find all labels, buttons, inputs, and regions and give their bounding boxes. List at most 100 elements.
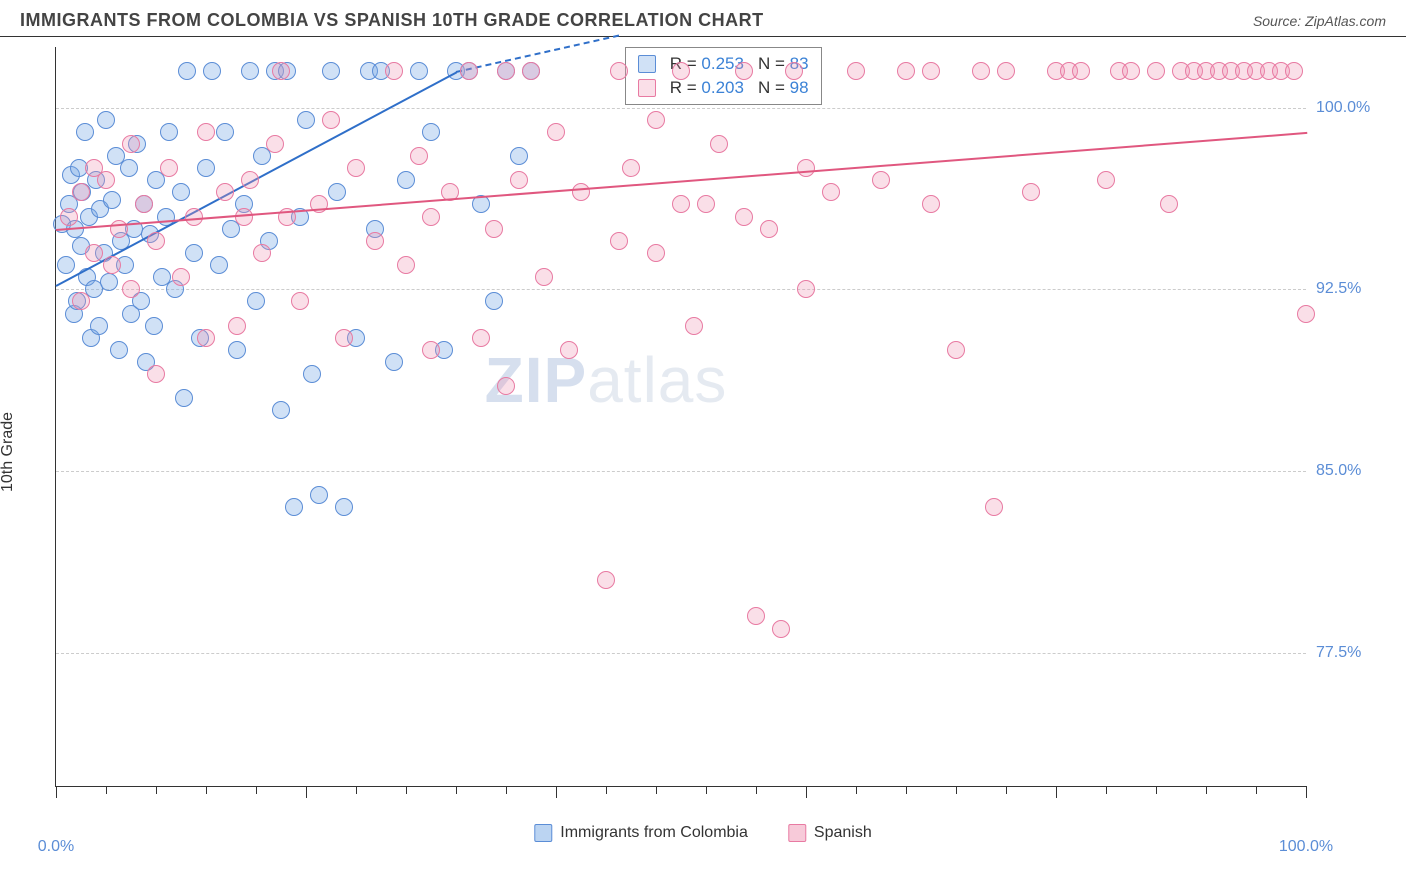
data-point-spanish — [228, 317, 246, 335]
data-point-spanish — [253, 244, 271, 262]
data-point-spanish — [241, 171, 259, 189]
data-point-spanish — [947, 341, 965, 359]
data-point-colombia — [335, 498, 353, 516]
data-point-colombia — [247, 292, 265, 310]
data-point-colombia — [120, 159, 138, 177]
x-tick — [306, 786, 307, 798]
data-point-spanish — [572, 183, 590, 201]
data-point-colombia — [485, 292, 503, 310]
data-point-colombia — [303, 365, 321, 383]
data-point-spanish — [735, 62, 753, 80]
y-axis-label: 10th Grade — [0, 412, 17, 492]
data-point-spanish — [647, 111, 665, 129]
data-point-spanish — [122, 280, 140, 298]
data-point-spanish — [772, 620, 790, 638]
data-point-colombia — [203, 62, 221, 80]
data-point-spanish — [797, 280, 815, 298]
x-tick — [506, 786, 507, 794]
grid-line — [56, 289, 1306, 290]
data-point-colombia — [210, 256, 228, 274]
data-point-colombia — [90, 317, 108, 335]
x-tick — [756, 786, 757, 794]
data-point-colombia — [297, 111, 315, 129]
data-point-spanish — [610, 232, 628, 250]
data-point-colombia — [328, 183, 346, 201]
data-point-spanish — [672, 62, 690, 80]
data-point-spanish — [1122, 62, 1140, 80]
data-point-colombia — [285, 498, 303, 516]
data-point-colombia — [228, 341, 246, 359]
legend-item: Immigrants from Colombia — [534, 824, 748, 842]
data-point-colombia — [100, 273, 118, 291]
data-point-spanish — [72, 183, 90, 201]
data-point-spanish — [497, 62, 515, 80]
data-point-spanish — [622, 159, 640, 177]
x-tick — [1206, 786, 1207, 794]
chart-header: IMMIGRANTS FROM COLOMBIA VS SPANISH 10TH… — [0, 0, 1406, 37]
x-tick — [1106, 786, 1107, 794]
data-point-spanish — [997, 62, 1015, 80]
data-point-colombia — [160, 123, 178, 141]
x-tick — [356, 786, 357, 794]
data-point-colombia — [197, 159, 215, 177]
watermark: ZIPatlas — [485, 343, 728, 417]
legend-label: Spanish — [814, 824, 872, 842]
data-point-spanish — [872, 171, 890, 189]
data-point-spanish — [85, 244, 103, 262]
data-point-spanish — [1022, 183, 1040, 201]
data-point-spanish — [485, 220, 503, 238]
x-tick — [1306, 786, 1307, 798]
data-point-spanish — [266, 135, 284, 153]
data-point-spanish — [897, 62, 915, 80]
data-point-spanish — [785, 62, 803, 80]
data-point-spanish — [460, 62, 478, 80]
data-point-spanish — [847, 62, 865, 80]
data-point-spanish — [60, 208, 78, 226]
data-point-spanish — [685, 317, 703, 335]
data-point-spanish — [272, 62, 290, 80]
data-point-spanish — [922, 62, 940, 80]
data-point-spanish — [385, 62, 403, 80]
data-point-colombia — [110, 341, 128, 359]
data-point-colombia — [510, 147, 528, 165]
data-point-spanish — [1097, 171, 1115, 189]
data-point-spanish — [291, 292, 309, 310]
data-point-spanish — [535, 268, 553, 286]
data-point-spanish — [672, 195, 690, 213]
chart-source: Source: ZipAtlas.com — [1253, 13, 1386, 29]
data-point-spanish — [647, 244, 665, 262]
data-point-spanish — [397, 256, 415, 274]
data-point-spanish — [547, 123, 565, 141]
stats-swatch — [638, 79, 656, 97]
data-point-spanish — [85, 159, 103, 177]
data-point-spanish — [422, 341, 440, 359]
x-tick — [606, 786, 607, 794]
data-point-colombia — [145, 317, 163, 335]
data-point-colombia — [103, 191, 121, 209]
data-point-spanish — [160, 159, 178, 177]
data-point-spanish — [172, 268, 190, 286]
data-point-spanish — [1072, 62, 1090, 80]
x-tick — [406, 786, 407, 794]
data-point-spanish — [822, 183, 840, 201]
data-point-spanish — [735, 208, 753, 226]
data-point-spanish — [347, 159, 365, 177]
data-point-spanish — [135, 195, 153, 213]
x-tick — [656, 786, 657, 794]
data-point-spanish — [1160, 195, 1178, 213]
data-point-spanish — [410, 147, 428, 165]
data-point-colombia — [185, 244, 203, 262]
x-tick — [156, 786, 157, 794]
data-point-colombia — [310, 486, 328, 504]
data-point-spanish — [335, 329, 353, 347]
x-tick — [1056, 786, 1057, 798]
data-point-spanish — [760, 220, 778, 238]
data-point-colombia — [322, 62, 340, 80]
data-point-colombia — [97, 111, 115, 129]
data-point-spanish — [985, 498, 1003, 516]
legend-swatch — [788, 824, 806, 842]
x-tick — [1156, 786, 1157, 794]
data-point-spanish — [103, 256, 121, 274]
data-point-spanish — [710, 135, 728, 153]
data-point-colombia — [385, 353, 403, 371]
